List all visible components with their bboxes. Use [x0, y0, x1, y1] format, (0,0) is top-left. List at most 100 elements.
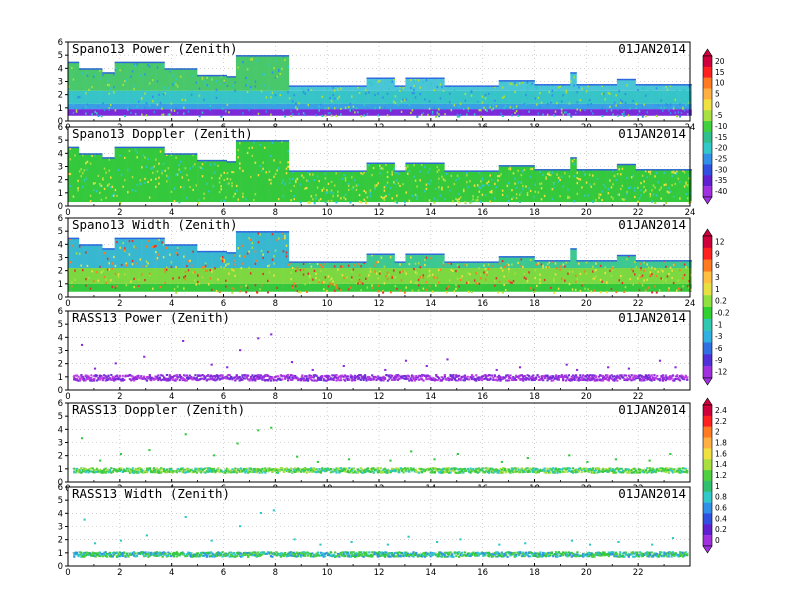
heatmap-speckle	[95, 112, 98, 115]
heatmap-edge	[576, 84, 579, 86]
heatmap-speckle	[211, 100, 214, 104]
heatmap-cell	[618, 103, 621, 110]
heatmap-edge	[473, 85, 476, 87]
heatmap-cell	[94, 68, 97, 91]
heatmap-cell	[175, 90, 178, 104]
heatmap-edge	[347, 85, 350, 87]
heatmap-cell	[448, 90, 451, 104]
heatmap-cell	[164, 90, 167, 104]
heatmap-cell	[330, 85, 333, 91]
heatmap-speckle	[422, 94, 425, 98]
heatmap-cell	[434, 90, 437, 104]
heatmap-cell	[399, 109, 402, 116]
heatmap-speckle	[68, 85, 70, 88]
heatmap-speckle	[668, 100, 671, 104]
heatmap-speckle	[623, 112, 626, 115]
heatmap-cell	[190, 109, 193, 116]
heatmap-cell	[217, 90, 220, 104]
heatmap-cell	[337, 109, 339, 116]
panel-title: Spano13 Power (Zenith)	[72, 41, 238, 56]
heatmap-speckle	[408, 103, 411, 106]
heatmap-cell	[141, 61, 143, 91]
heatmap-edge	[447, 85, 450, 87]
heatmap-cell	[119, 61, 122, 91]
heatmap-cell	[95, 103, 98, 110]
heatmap-speckle	[672, 105, 675, 108]
heatmap-edge	[178, 68, 181, 70]
heatmap-speckle	[113, 91, 116, 94]
heatmap-cell	[136, 61, 139, 91]
heatmap-speckle	[123, 80, 126, 83]
heatmap-cell	[309, 90, 311, 104]
heatmap-cell	[518, 109, 521, 116]
heatmap-cell	[420, 77, 423, 91]
heatmap-speckle	[161, 107, 164, 110]
heatmap-speckle	[215, 88, 218, 91]
heatmap-edge	[545, 84, 548, 86]
heatmap-cell	[153, 103, 156, 110]
heatmap-cell	[108, 103, 111, 110]
heatmap-cell	[615, 109, 618, 116]
heatmap-cell	[431, 90, 434, 104]
heatmap-edge	[433, 77, 436, 79]
heatmap-speckle	[248, 80, 251, 83]
heatmap-speckle	[161, 64, 164, 67]
heatmap-cell	[144, 61, 147, 91]
heatmap-cell	[193, 68, 196, 91]
heatmap-edge	[273, 55, 276, 57]
heatmap-cell	[518, 80, 521, 91]
heatmap-edge	[173, 68, 176, 70]
heatmap-cell	[113, 109, 115, 116]
heatmap-cell	[207, 90, 210, 104]
heatmap-edge	[134, 61, 137, 64]
heatmap-speckle	[602, 92, 605, 96]
heatmap-speckle	[228, 111, 231, 114]
y-tick-label: 5	[58, 51, 63, 61]
heatmap-speckle	[490, 108, 493, 112]
heatmap-cell	[634, 109, 636, 116]
heatmap-edge	[212, 74, 215, 77]
heatmap-speckle	[588, 101, 591, 104]
heatmap-cell	[144, 109, 147, 116]
heatmap-speckle	[473, 113, 476, 116]
heatmap-speckle	[156, 66, 159, 69]
heatmap-speckle	[669, 100, 672, 103]
heatmap-cell	[508, 90, 510, 104]
heatmap-cell	[391, 109, 394, 116]
heatmap-cell	[114, 103, 117, 110]
heatmap-cell	[466, 103, 468, 110]
heatmap-cell	[80, 103, 83, 110]
heatmap-edge	[564, 84, 566, 86]
heatmap-speckle	[119, 69, 122, 72]
heatmap-cell	[251, 90, 254, 104]
heatmap-edge	[83, 68, 86, 70]
heatmap-cell	[277, 103, 280, 110]
heatmap-edge	[634, 163, 636, 166]
heatmap-speckle	[183, 106, 186, 109]
heatmap-speckle	[584, 109, 587, 112]
heatmap-cell	[492, 90, 495, 104]
heatmap-cell	[254, 90, 257, 104]
heatmap-speckle	[123, 114, 126, 118]
heatmap-cell	[195, 90, 198, 104]
heatmap-edge	[95, 68, 98, 70]
heatmap-cell	[592, 103, 594, 110]
heatmap-speckle	[518, 82, 521, 85]
heatmap-edge	[85, 68, 87, 70]
heatmap-edge	[438, 77, 440, 79]
heatmap-speckle	[234, 89, 237, 92]
heatmap-speckle	[337, 97, 340, 100]
heatmap-cell	[145, 61, 148, 91]
heatmap-cell	[344, 103, 347, 110]
heatmap-speckle	[592, 112, 595, 115]
heatmap-speckle	[414, 96, 417, 99]
heatmap-speckle	[391, 78, 394, 81]
heatmap-cell	[245, 90, 248, 104]
heatmap-speckle	[665, 85, 668, 88]
heatmap-cell	[291, 103, 294, 110]
heatmap-cell	[97, 90, 100, 104]
heatmap-cell	[229, 90, 232, 104]
heatmap-cell	[162, 103, 165, 110]
heatmap-speckle	[184, 99, 187, 102]
heatmap-cell	[671, 109, 674, 116]
